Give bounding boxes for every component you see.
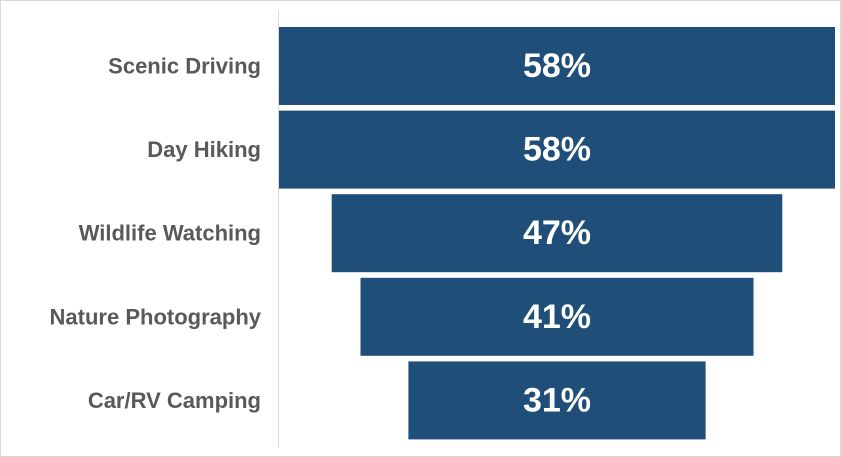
bars-layer — [279, 27, 835, 440]
value-label-scenic-driving: 58% — [523, 47, 591, 85]
value-label-car-rv-camping: 31% — [523, 381, 591, 419]
category-label-nature-photography: Nature Photography — [50, 304, 262, 329]
bar-wildlife-watching — [331, 194, 783, 273]
value-label-day-hiking: 58% — [523, 131, 591, 169]
category-label-scenic-driving: Scenic Driving — [108, 54, 261, 79]
category-label-wildlife-watching: Wildlife Watching — [79, 221, 261, 246]
bar-nature-photography — [360, 277, 754, 356]
labels-layer: 58% Scenic Driving 58% Day Hiking 47% Wildlif… — [50, 47, 592, 419]
value-label-nature-photography: 41% — [523, 298, 591, 336]
bar-car-rv-camping — [408, 361, 706, 440]
category-label-car-rv-camping: Car/RV Camping — [88, 388, 261, 413]
bar-scenic-driving — [279, 27, 835, 105]
bar-day-hiking — [279, 110, 835, 189]
value-label-wildlife-watching: 47% — [523, 214, 591, 252]
category-label-day-hiking: Day Hiking — [147, 137, 261, 162]
